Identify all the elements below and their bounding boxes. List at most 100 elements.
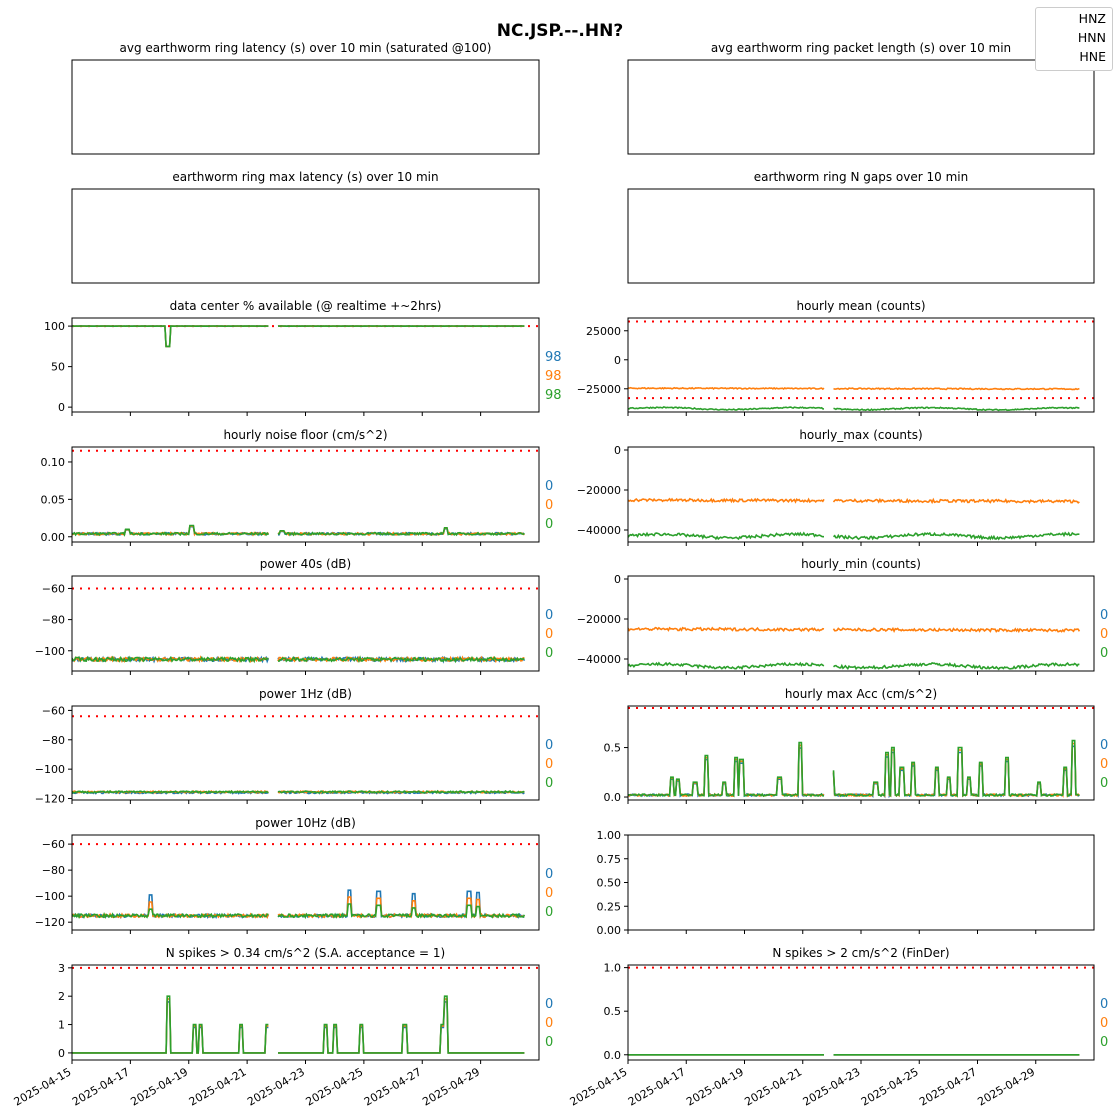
y-tick-label: −80 xyxy=(42,864,65,877)
panel-p1: avg earthworm ring latency (s) over 10 m… xyxy=(71,41,540,155)
y-tick-label: 1.0 xyxy=(604,962,622,975)
y-tick-label: −80 xyxy=(42,614,65,627)
panel-title: data center % available (@ realtime +~2h… xyxy=(170,299,442,313)
y-tick-label: −100 xyxy=(35,890,65,903)
x-tick-label: 2025-04-29 xyxy=(420,1065,482,1108)
y-tick-label: 0.75 xyxy=(597,853,622,866)
series-line-hne xyxy=(72,995,525,1054)
annotation-hnn: 0 xyxy=(1100,627,1108,642)
series-line-hnz xyxy=(72,325,525,348)
annotation-hnz: 0 xyxy=(1100,997,1108,1012)
y-tick-label: 0.05 xyxy=(41,493,66,506)
annotation-hnz: 0 xyxy=(545,479,553,494)
y-tick-label: 0 xyxy=(58,1047,65,1060)
series-line-hnn xyxy=(628,742,1080,798)
panel-p3: earthworm ring max latency (s) over 10 m… xyxy=(71,170,540,284)
axes-frame xyxy=(627,964,1095,1061)
axes-frame xyxy=(627,834,1095,931)
y-tick-label: 25000 xyxy=(586,325,621,338)
axes-frame xyxy=(71,188,540,284)
series-line-hnn xyxy=(628,497,1080,505)
panel-p7: hourly noise floor (cm/s^2) 0.00 0.05 0.10 0… xyxy=(41,428,553,546)
annotation-hne: 0 xyxy=(545,646,553,661)
panel-title: hourly_min (counts) xyxy=(801,557,921,571)
y-tick-label: 100 xyxy=(44,320,65,333)
y-tick-label: 2 xyxy=(58,990,65,1003)
panel-p13: power 10Hz (dB) −120 −100 −80 −60 0 0 0 xyxy=(35,816,553,934)
annotation-hnz: 0 xyxy=(1100,738,1108,753)
axes-frame xyxy=(71,964,540,1061)
y-tick-label: 0.00 xyxy=(41,531,66,544)
annotation-hne: 0 xyxy=(545,776,553,791)
x-tick-label: 2025-04-15 xyxy=(12,1065,74,1108)
annotation-hnz: 0 xyxy=(545,997,553,1012)
y-tick-label: 0.0 xyxy=(604,791,622,804)
x-tick-label: 2025-04-23 xyxy=(245,1065,307,1108)
panel-p4: earthworm ring N gaps over 10 min xyxy=(627,170,1095,284)
series-line-hnn xyxy=(72,896,525,920)
y-tick-label: 50 xyxy=(51,361,65,374)
series-line-hne xyxy=(72,789,525,795)
annotation-hnz: 0 xyxy=(545,608,553,623)
panel-p11: power 1Hz (dB) −120 −100 −80 −60 0 0 0 xyxy=(35,687,554,806)
y-tick-label: 0.00 xyxy=(597,924,622,937)
annotation-hne: 0 xyxy=(1100,1035,1108,1050)
panel-title: power 10Hz (dB) xyxy=(255,816,356,830)
annotation-hnn: 0 xyxy=(545,627,553,642)
panel-p12: hourly max Acc (cm/s^2) 0.0 0.5 0 0 0 xyxy=(604,687,1109,804)
y-tick-label: 0 xyxy=(58,401,65,414)
panel-title: hourly_max (counts) xyxy=(799,428,922,442)
panel-p9: power 40s (dB) −100 −80 −60 0 0 0 xyxy=(35,557,553,675)
annotation-hnz: 98 xyxy=(545,350,562,365)
figure-title: NC.JSP.--.HN? xyxy=(497,21,623,41)
y-tick-label: 1.00 xyxy=(597,829,622,842)
panel-title: avg earthworm ring packet length (s) ove… xyxy=(711,41,1011,55)
x-tick-label: 2025-04-17 xyxy=(626,1065,688,1108)
panel-title: power 40s (dB) xyxy=(260,557,351,571)
x-tick-label: 2025-04-21 xyxy=(187,1065,249,1108)
series-line-hne xyxy=(72,325,525,348)
annotation-hnn: 0 xyxy=(545,886,553,901)
axes-frame xyxy=(71,446,540,543)
y-tick-label: 0.25 xyxy=(597,900,622,913)
legend: HNZ HNN HNE xyxy=(1035,7,1113,71)
panel-p5: data center % available (@ realtime +~2h… xyxy=(44,299,562,416)
x-tick-label: 2025-04-21 xyxy=(742,1065,804,1108)
annotation-hnn: 0 xyxy=(545,498,553,513)
series-line-hne xyxy=(628,406,1080,412)
y-tick-label: −20000 xyxy=(577,484,621,497)
y-tick-label: −80 xyxy=(42,734,65,747)
y-tick-label: −20000 xyxy=(577,613,621,626)
panel-title: avg earthworm ring latency (s) over 10 m… xyxy=(120,41,492,55)
series-line-hne xyxy=(628,739,1080,798)
panel-title: hourly mean (counts) xyxy=(796,299,925,313)
y-tick-label: −40000 xyxy=(577,653,621,666)
axes-frame xyxy=(627,188,1095,284)
y-tick-label: 0 xyxy=(614,444,621,457)
series-line-hnz xyxy=(628,745,1080,799)
y-tick-label: 0.10 xyxy=(41,456,66,469)
x-tick-label: 2025-04-25 xyxy=(304,1065,366,1108)
panel-title: earthworm ring max latency (s) over 10 m… xyxy=(172,170,438,184)
x-tick-label: 2025-04-27 xyxy=(917,1065,979,1108)
series-line-hne xyxy=(72,524,525,537)
annotation-hnn: 0 xyxy=(545,1016,553,1031)
panel-p6: hourly mean (counts) −25000 0 25000 xyxy=(577,299,1095,416)
y-tick-label: −120 xyxy=(35,793,65,806)
series-line-hnn xyxy=(628,386,1080,391)
x-tick-label: 2025-04-17 xyxy=(70,1065,132,1108)
panel-p10: hourly_min (counts) −40000 −20000 0 0 0 0 xyxy=(577,557,1108,675)
annotation-hne: 0 xyxy=(1100,646,1108,661)
x-tick-label: 2025-04-29 xyxy=(975,1065,1037,1108)
y-tick-label: 0 xyxy=(614,354,621,367)
y-tick-label: 0.5 xyxy=(604,742,622,755)
series-line-hne xyxy=(72,655,525,664)
series-line-hne xyxy=(628,661,1080,671)
axes-frame xyxy=(627,59,1095,155)
annotation-hnn: 0 xyxy=(1100,1016,1108,1031)
annotation-hne: 0 xyxy=(1100,776,1108,791)
x-tick-label: 2025-04-27 xyxy=(362,1065,424,1108)
y-tick-label: 0.0 xyxy=(604,1049,622,1062)
x-tick-label: 2025-04-23 xyxy=(801,1065,863,1108)
